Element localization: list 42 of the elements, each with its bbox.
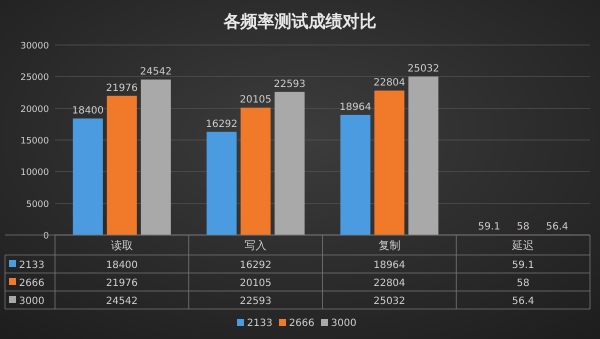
data-label: 16292 xyxy=(206,118,238,130)
text: 18964 xyxy=(373,260,406,271)
data-label: 20105 xyxy=(240,94,272,106)
data-label: 22593 xyxy=(274,78,306,90)
data-label: 18964 xyxy=(339,102,372,113)
data-label: 22804 xyxy=(373,78,406,89)
data-label: 21976 xyxy=(106,82,138,94)
y-tick-label: 20000 xyxy=(20,104,50,115)
data-label: 58 xyxy=(516,222,530,233)
data-label: 59.1 xyxy=(478,222,500,233)
chart-title: 各频率测试成绩对比 xyxy=(222,12,376,32)
text: 59.1 xyxy=(512,260,534,271)
x-tick-label: 读取 xyxy=(110,239,133,252)
text: 22804 xyxy=(373,278,406,289)
text: 20105 xyxy=(240,278,272,289)
text: 18400 xyxy=(106,260,138,271)
text: 58 xyxy=(516,278,530,289)
text: 24542 xyxy=(106,296,138,307)
y-tick-label: 15000 xyxy=(20,136,50,146)
legend-label: 2666 xyxy=(19,278,44,289)
data-label: 24542 xyxy=(140,66,172,78)
text: 22593 xyxy=(240,296,272,307)
y-tick-label: 30000 xyxy=(20,42,50,52)
y-tick-label: 5000 xyxy=(26,200,50,210)
legend-label: 2133 xyxy=(19,260,44,271)
text: 21976 xyxy=(106,278,138,289)
y-tick-label: 25000 xyxy=(20,73,50,84)
data-label: 25032 xyxy=(407,63,440,74)
text: 56.4 xyxy=(512,296,534,307)
text: 25032 xyxy=(373,296,406,307)
text: 2666 xyxy=(289,318,314,329)
text: 3000 xyxy=(19,296,44,307)
data-label: 56.4 xyxy=(546,222,568,233)
x-tick-label: 写入 xyxy=(244,239,267,252)
x-tick-label: 复制 xyxy=(378,239,400,252)
text: 16292 xyxy=(240,260,272,271)
y-tick-label: 0 xyxy=(43,232,50,242)
legend-label: 3000 xyxy=(331,318,356,329)
x-tick-label: 延迟 xyxy=(511,239,534,252)
y-tick-label: 10000 xyxy=(20,168,50,178)
text: 2133 xyxy=(247,318,272,329)
data-label: 18400 xyxy=(72,105,104,116)
